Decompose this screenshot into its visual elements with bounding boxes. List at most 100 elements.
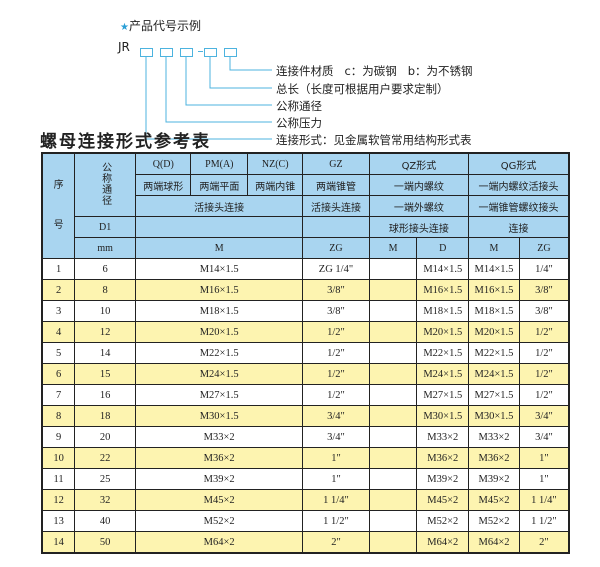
cell-no: 12 [41, 489, 76, 511]
cell-m: M22×1.5 [135, 342, 304, 364]
cell-no: 6 [41, 363, 76, 385]
cell-no: 10 [41, 447, 76, 469]
header-qg-m: M [468, 237, 520, 259]
cell-d1: 50 [74, 531, 137, 554]
leader-lines [145, 57, 272, 140]
label-length: 总长（长度可根据用户要求定制） [276, 82, 449, 96]
cell-qg-zg: 3/4" [518, 405, 570, 427]
cell-d1: 18 [74, 405, 137, 427]
nut-connection-table: 序 号 公称通径 Q(D) PM(A) NZ(C) GZ QZ形式 QG形式 两… [41, 152, 570, 554]
header-m: M [135, 237, 304, 259]
cell-d1: 20 [74, 426, 137, 448]
cell-m: M45×2 [135, 489, 304, 511]
cell-qg-m: M36×2 [468, 447, 520, 469]
cell-qz-m [368, 258, 418, 280]
cell-qg-zg: 1/2" [518, 321, 570, 343]
header-nominal: 公称通径 [74, 152, 137, 217]
cell-qg-m: M20×1.5 [468, 321, 520, 343]
cell-m: M24×1.5 [135, 363, 304, 385]
code-box [224, 48, 237, 57]
header-qg: QG形式 [468, 152, 570, 175]
header-q2: 两端球形 [135, 174, 192, 196]
cell-d1: 10 [74, 300, 137, 322]
cell-qz-m [368, 321, 418, 343]
table-row: 3 10 M18×1.5 3/8" M18×1.5 M18×1.5 3/8" [41, 300, 570, 322]
cell-qg-m: M24×1.5 [468, 363, 520, 385]
header-row3-qz: 一端外螺纹 [368, 195, 470, 217]
cell-zg: 1" [302, 447, 370, 469]
header-empty [135, 216, 304, 238]
header-qz: QZ形式 [368, 152, 470, 175]
cell-m: M16×1.5 [135, 279, 304, 301]
header-qz-d: D [416, 237, 470, 259]
label-connection-type: 连接形式：见金属软管常用结构形式表 [276, 132, 472, 148]
cell-qz-d: M52×2 [416, 510, 470, 532]
label-nominal-diameter: 公称通径 [276, 99, 322, 113]
header-seq-text: 序 号 [53, 180, 64, 231]
header-mm: mm [74, 237, 137, 259]
cell-qz-m [368, 531, 418, 554]
example-title-text: 产品代号示例 [128, 19, 201, 33]
cell-qg-m: M18×1.5 [468, 300, 520, 322]
header-gz2: 两端锥管 [302, 174, 370, 196]
cell-d1: 22 [74, 447, 137, 469]
table-row: 14 50 M64×2 2" M64×2 M64×2 2" [41, 531, 570, 554]
label-nominal-pressure: 公称压力 [276, 116, 322, 130]
cell-qg-m: M16×1.5 [468, 279, 520, 301]
code-box [140, 48, 153, 57]
cell-qg-zg: 1/4" [518, 258, 570, 280]
cell-qg-m: M33×2 [468, 426, 520, 448]
header-gz: GZ [302, 152, 370, 175]
cell-m: M36×2 [135, 447, 304, 469]
cell-zg: 2" [302, 531, 370, 554]
cell-m: M20×1.5 [135, 321, 304, 343]
table-row: 7 16 M27×1.5 1/2" M27×1.5 M27×1.5 1/2" [41, 384, 570, 406]
cell-m: M14×1.5 [135, 258, 304, 280]
cell-no: 7 [41, 384, 76, 406]
header-seq: 序 号 [41, 152, 76, 259]
cell-qg-zg: 1/2" [518, 342, 570, 364]
cell-zg: 3/4" [302, 405, 370, 427]
cell-zg: 1/2" [302, 384, 370, 406]
cell-zg: 1 1/2" [302, 510, 370, 532]
cell-m: M33×2 [135, 426, 304, 448]
cell-d1: 25 [74, 468, 137, 490]
cell-zg: ZG 1/4" [302, 258, 370, 280]
table-row: 5 14 M22×1.5 1/2" M22×1.5 M22×1.5 1/2" [41, 342, 570, 364]
header-nz2: 两端内锥 [247, 174, 304, 196]
cell-zg: 1/2" [302, 342, 370, 364]
star-icon: ★ [120, 22, 129, 33]
header-d1: D1 [74, 216, 137, 238]
cell-qg-zg: 3/8" [518, 279, 570, 301]
cell-zg: 3/8" [302, 279, 370, 301]
cell-m: M64×2 [135, 531, 304, 554]
cell-qg-zg: 1/2" [518, 384, 570, 406]
cell-qg-zg: 1 1/4" [518, 489, 570, 511]
cell-qg-zg: 1 1/2" [518, 510, 570, 532]
cell-no: 9 [41, 426, 76, 448]
cell-qz-d: M30×1.5 [416, 405, 470, 427]
table-row: 11 25 M39×2 1" M39×2 M39×2 1" [41, 468, 570, 490]
code-prefix: JR [118, 40, 130, 54]
code-box [180, 48, 193, 57]
header-q: Q(D) [135, 152, 192, 175]
code-box [160, 48, 173, 57]
cell-m: M52×2 [135, 510, 304, 532]
table-row: 13 40 M52×2 1 1/2" M52×2 M52×2 1 1/2" [41, 510, 570, 532]
cell-m: M27×1.5 [135, 384, 304, 406]
cell-qg-zg: 3/4" [518, 426, 570, 448]
cell-qz-m [368, 405, 418, 427]
table-row: 8 18 M30×1.5 3/4" M30×1.5 M30×1.5 3/4" [41, 405, 570, 427]
cell-qg-m: M52×2 [468, 510, 520, 532]
cell-qz-m [368, 489, 418, 511]
cell-m: M39×2 [135, 468, 304, 490]
header-qz2: 一端内螺纹 [368, 174, 470, 196]
cell-no: 2 [41, 279, 76, 301]
cell-qg-zg: 1" [518, 468, 570, 490]
header-row3-gz: 活接头连接 [302, 195, 370, 217]
cell-qz-d: M45×2 [416, 489, 470, 511]
cell-qg-zg: 3/8" [518, 300, 570, 322]
cell-qz-m [368, 300, 418, 322]
cell-d1: 32 [74, 489, 137, 511]
product-code-example: ★产品代号示例 JR 连接件材质 c：为碳钢 b：为不锈钢 总长（长度可根据用户… [0, 0, 600, 148]
